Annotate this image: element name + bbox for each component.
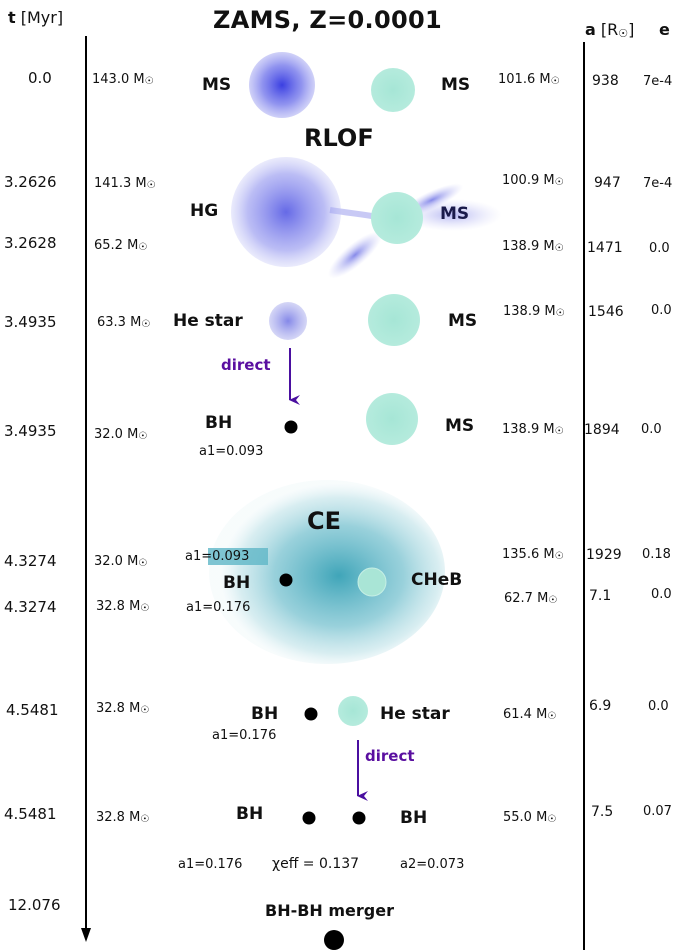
spin-label: a1=0.093 <box>199 444 264 459</box>
spin-label: a1=0.093 <box>185 549 250 564</box>
secondary-he-star <box>338 696 368 726</box>
secondary-star-ms <box>366 393 418 445</box>
primary-stage: BH <box>251 704 279 724</box>
eccentricity-header: e <box>659 20 670 39</box>
time-value: 3.2628 <box>4 234 57 252</box>
primary-mass: 143.0 M☉ <box>92 72 154 87</box>
spin-label: a1=0.176 <box>186 600 251 615</box>
secondary-stage: BH <box>400 808 428 828</box>
secondary-cheb-star <box>357 567 387 597</box>
eccentricity-value: 7e-4 <box>643 176 673 191</box>
secondary-mass: 138.9 M☉ <box>502 422 564 437</box>
stream-plume-lower <box>328 231 382 279</box>
primary-star-hg <box>231 157 341 267</box>
separation-value: 1471 <box>587 240 623 256</box>
rlof-label: RLOF <box>304 124 374 152</box>
time-value: 4.3274 <box>4 598 57 616</box>
separation-value: 947 <box>594 175 621 191</box>
primary-mass: 65.2 M☉ <box>94 238 148 253</box>
separation-value: 7.5 <box>591 804 614 820</box>
direct-collapse-label: direct <box>221 356 271 374</box>
primary-mass: 32.8 M☉ <box>96 810 150 825</box>
time-value: 12.076 <box>8 896 61 914</box>
black-hole-1 <box>284 420 298 434</box>
time-value: 4.3274 <box>4 552 57 570</box>
eccentricity-value: 7e-4 <box>643 74 673 89</box>
common-envelope-label: CE <box>307 507 342 535</box>
primary-he-star <box>269 302 307 340</box>
secondary-mass: 62.7 M☉ <box>504 591 558 606</box>
primary-stage: MS <box>202 75 232 95</box>
separation-value: 1894 <box>584 422 620 438</box>
separation-value: 1546 <box>588 304 624 320</box>
eccentricity-value: 0.0 <box>649 241 670 256</box>
primary-stage: BH <box>236 804 264 824</box>
stream-plume-right <box>402 199 502 231</box>
secondary-stage: MS <box>440 204 470 224</box>
spin-label: a1=0.176 <box>212 728 277 743</box>
separation-value: 7.1 <box>589 588 612 604</box>
primary-mass: 32.0 M☉ <box>94 554 148 569</box>
eccentricity-value: 0.0 <box>651 587 672 602</box>
primary-stage: BH <box>205 413 233 433</box>
secondary-mass: 138.9 M☉ <box>502 239 564 254</box>
secondary-star-ms <box>368 294 420 346</box>
separation-header: a [R☉] <box>585 20 635 40</box>
time-axis-arrowhead <box>81 928 91 942</box>
secondary-mass: 61.4 M☉ <box>503 707 557 722</box>
effective-spin: χeff = 0.137 <box>272 856 360 872</box>
secondary-mass: 135.6 M☉ <box>502 547 564 562</box>
time-value: 0.0 <box>28 69 52 87</box>
primary-mass: 32.8 M☉ <box>96 701 150 716</box>
primary-mass: 32.8 M☉ <box>96 599 150 614</box>
primary-stage: He star <box>173 311 243 331</box>
direct-collapse-label: direct <box>365 747 415 765</box>
separation-value: 6.9 <box>589 698 612 714</box>
primary-mass: 63.3 M☉ <box>97 315 151 330</box>
common-envelope <box>209 480 445 664</box>
secondary-mass: 138.9 M☉ <box>503 304 565 319</box>
secondary-stage: MS <box>448 311 478 331</box>
final-spin-secondary: a2=0.073 <box>400 857 465 872</box>
eccentricity-value: 0.0 <box>641 422 662 437</box>
eccentricity-value: 0.0 <box>651 303 672 318</box>
time-value: 3.4935 <box>4 313 57 331</box>
time-axis-header: t [Myr] <box>8 8 64 27</box>
time-value: 4.5481 <box>6 701 59 719</box>
secondary-stage: MS <box>445 416 475 436</box>
black-hole-1 <box>304 707 318 721</box>
spin-label-highlight <box>208 548 268 565</box>
secondary-mass: 55.0 M☉ <box>503 810 557 825</box>
secondary-stage: MS <box>441 75 471 95</box>
merged-black-hole <box>324 930 344 950</box>
black-hole-1 <box>302 811 316 825</box>
black-hole-2 <box>352 811 366 825</box>
black-hole-in-ce <box>279 573 293 587</box>
time-value: 3.2626 <box>4 173 57 191</box>
primary-mass: 32.0 M☉ <box>94 427 148 442</box>
final-spin-primary: a1=0.176 <box>178 857 243 872</box>
secondary-stage: CHeB <box>411 570 463 590</box>
eccentricity-value: 0.18 <box>642 547 671 562</box>
primary-stage: BH <box>223 573 251 593</box>
secondary-star-ms-accreting <box>371 192 423 244</box>
merger-label: BH-BH merger <box>265 901 394 920</box>
eccentricity-value: 0.07 <box>643 804 672 819</box>
time-value: 4.5481 <box>4 805 57 823</box>
secondary-mass: 100.9 M☉ <box>502 173 564 188</box>
diagram-title: ZAMS, Z=0.0001 <box>213 6 442 34</box>
primary-mass: 141.3 M☉ <box>94 176 156 191</box>
secondary-stage: He star <box>380 704 450 724</box>
time-value: 3.4935 <box>4 422 57 440</box>
secondary-mass: 101.6 M☉ <box>498 72 560 87</box>
eccentricity-value: 0.0 <box>648 699 669 714</box>
separation-value: 1929 <box>586 547 622 563</box>
secondary-star-ms <box>371 68 415 112</box>
separation-value: 938 <box>592 73 619 89</box>
primary-star-ms <box>249 52 315 118</box>
primary-stage: HG <box>190 201 219 221</box>
